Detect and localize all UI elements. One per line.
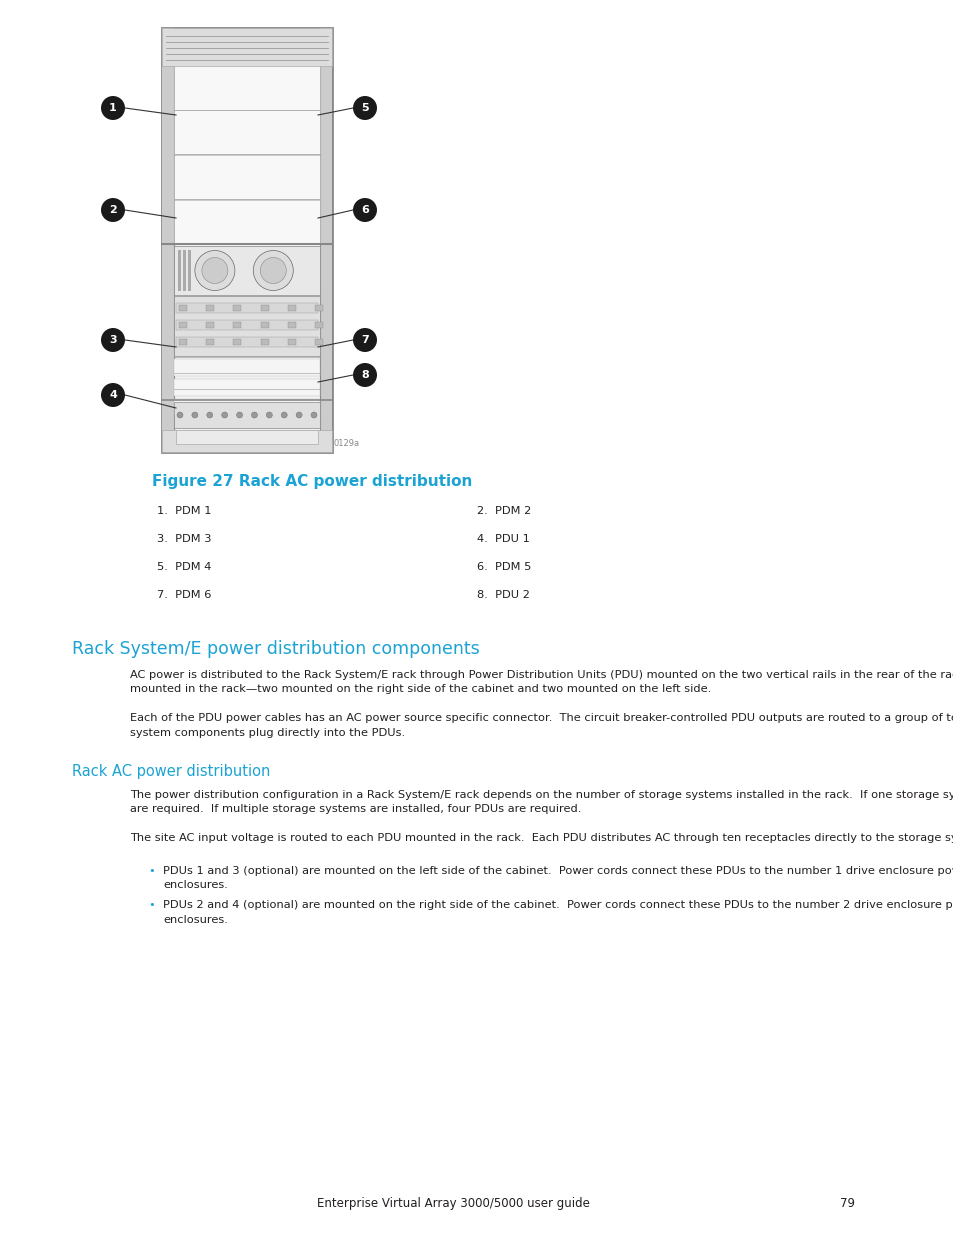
Bar (175, 320, 317, 330)
Text: •: • (148, 900, 154, 910)
Text: 1.  PDM 1: 1. PDM 1 (157, 506, 212, 516)
Bar (173, 156, 319, 199)
Bar (183, 249, 186, 291)
Text: 2.  PDM 2: 2. PDM 2 (476, 506, 531, 516)
Bar (319, 28, 332, 452)
Bar (260, 322, 269, 329)
Circle shape (101, 198, 125, 222)
Text: 8: 8 (361, 370, 369, 380)
Text: The power distribution configuration in a Rack System/E rack depends on the numb: The power distribution configuration in … (130, 790, 953, 800)
Text: AC power is distributed to the Rack System/E rack through Power Distribution Uni: AC power is distributed to the Rack Syst… (130, 671, 953, 680)
Bar (179, 305, 187, 311)
Text: 3: 3 (109, 335, 116, 345)
Bar (173, 32, 319, 446)
Circle shape (253, 251, 293, 290)
Bar (206, 338, 214, 345)
Bar (233, 338, 241, 345)
Circle shape (260, 258, 286, 284)
Circle shape (177, 412, 183, 417)
Bar (233, 305, 241, 311)
Circle shape (295, 412, 302, 417)
Circle shape (236, 412, 242, 417)
Bar (288, 338, 295, 345)
Text: 6: 6 (360, 205, 369, 215)
Text: Rack AC power distribution: Rack AC power distribution (71, 764, 270, 779)
Circle shape (194, 251, 234, 290)
Bar (173, 200, 319, 245)
Bar (173, 379, 319, 396)
Circle shape (101, 383, 125, 408)
Circle shape (221, 412, 228, 417)
Circle shape (266, 412, 272, 417)
Text: The site AC input voltage is routed to each PDU mounted in the rack.  Each PDU d: The site AC input voltage is routed to e… (130, 832, 953, 844)
Bar (206, 305, 214, 311)
Bar (178, 249, 181, 291)
Bar (175, 337, 317, 347)
Bar (175, 303, 317, 312)
Bar (162, 28, 173, 452)
Circle shape (353, 363, 376, 387)
Text: 79: 79 (840, 1197, 854, 1210)
Bar (314, 305, 323, 311)
Circle shape (202, 258, 228, 284)
Text: system components plug directly into the PDUs.: system components plug directly into the… (130, 727, 405, 737)
Text: 5: 5 (361, 103, 369, 112)
Text: Enterprise Virtual Array 3000/5000 user guide: Enterprise Virtual Array 3000/5000 user … (316, 1197, 589, 1210)
Text: enclosures.: enclosures. (163, 881, 228, 890)
Text: mounted in the rack—two mounted on the right side of the cabinet and two mounted: mounted in the rack—two mounted on the r… (130, 684, 711, 694)
Bar (260, 338, 269, 345)
Bar (162, 430, 332, 452)
Bar (162, 28, 332, 452)
Text: 5.  PDM 4: 5. PDM 4 (157, 562, 212, 572)
Circle shape (311, 412, 316, 417)
Text: 4.  PDU 1: 4. PDU 1 (476, 534, 529, 543)
Bar (173, 359, 319, 375)
Text: Each of the PDU power cables has an AC power source specific connector.  The cir: Each of the PDU power cables has an AC p… (130, 713, 953, 722)
Bar (314, 322, 323, 329)
Text: enclosures.: enclosures. (163, 915, 228, 925)
Text: 7: 7 (361, 335, 369, 345)
Text: PDUs 1 and 3 (optional) are mounted on the left side of the cabinet.  Power cord: PDUs 1 and 3 (optional) are mounted on t… (163, 866, 953, 876)
Circle shape (207, 412, 213, 417)
Bar (173, 65, 319, 110)
Bar (206, 322, 214, 329)
Text: 0129a: 0129a (334, 438, 359, 448)
Bar (260, 305, 269, 311)
Text: 7.  PDM 6: 7. PDM 6 (157, 590, 212, 600)
Text: •: • (148, 866, 154, 876)
Bar (179, 338, 187, 345)
Bar (173, 110, 319, 154)
Bar (188, 249, 191, 291)
Bar (314, 338, 323, 345)
Circle shape (353, 96, 376, 120)
Circle shape (101, 96, 125, 120)
Bar (173, 296, 319, 356)
Text: 8.  PDU 2: 8. PDU 2 (476, 590, 529, 600)
Text: PDUs 2 and 4 (optional) are mounted on the right side of the cabinet.  Power cor: PDUs 2 and 4 (optional) are mounted on t… (163, 900, 953, 910)
Circle shape (353, 329, 376, 352)
Text: Rack System/E power distribution components: Rack System/E power distribution compone… (71, 640, 479, 658)
Text: 4: 4 (109, 390, 117, 400)
Text: Figure 27 Rack AC power distribution: Figure 27 Rack AC power distribution (152, 474, 472, 489)
Circle shape (281, 412, 287, 417)
Text: are required.  If multiple storage systems are installed, four PDUs are required: are required. If multiple storage system… (130, 804, 580, 815)
Text: 2: 2 (109, 205, 117, 215)
Bar (162, 28, 332, 65)
Text: 1: 1 (109, 103, 117, 112)
Bar (233, 322, 241, 329)
Circle shape (192, 412, 197, 417)
Bar (173, 399, 319, 416)
Bar (288, 305, 295, 311)
Bar (175, 430, 317, 445)
Text: 3.  PDM 3: 3. PDM 3 (157, 534, 212, 543)
Bar (173, 246, 319, 295)
Circle shape (353, 198, 376, 222)
Text: 6.  PDM 5: 6. PDM 5 (476, 562, 531, 572)
Bar (288, 322, 295, 329)
Circle shape (101, 329, 125, 352)
Circle shape (252, 412, 257, 417)
Bar (179, 322, 187, 329)
Bar (173, 403, 319, 429)
